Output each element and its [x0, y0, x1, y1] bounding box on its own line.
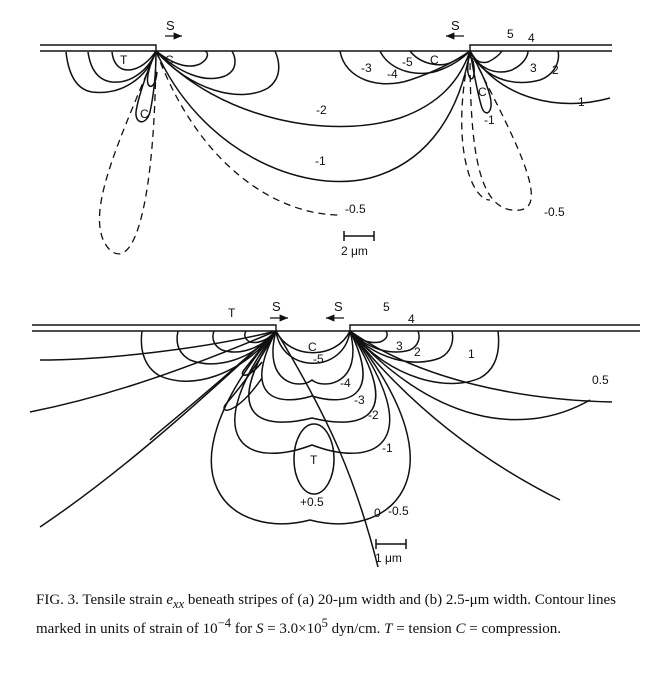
contour-label: -2	[368, 408, 379, 422]
caption-var: C	[455, 621, 466, 637]
contour-label: -0.5	[345, 202, 366, 216]
contour-label: 0	[374, 506, 381, 520]
surface-line-a	[40, 44, 612, 52]
panel-a: S S	[40, 18, 612, 258]
caption-text: beneath stripes of (a) 20-μm width and (…	[36, 592, 616, 637]
surface-line-b	[32, 324, 640, 332]
caption-var: e	[166, 592, 174, 608]
contour-label: 5	[383, 300, 390, 314]
contour-label: 5	[507, 27, 514, 41]
contour-label: -4	[387, 67, 398, 81]
caption-fig-number: FIG. 3.	[36, 592, 79, 608]
contour-label: +0.5	[300, 495, 324, 509]
compression-label: C	[165, 53, 174, 67]
figure-3: S S	[29, 18, 640, 568]
caption-text: = tension	[392, 621, 456, 637]
contour-label: 4	[528, 31, 535, 45]
contours-right-edge-a	[339, 50, 611, 114]
contour-label: 1	[578, 95, 585, 109]
contour-label: 4	[408, 312, 415, 326]
contour-label: 3	[530, 61, 537, 75]
caption-exponent: 5	[321, 616, 328, 630]
caption-exponent: −4	[217, 616, 231, 630]
caption-text: = compression.	[465, 621, 562, 637]
figure-caption: FIG. 3. Tensile strain exx beneath strip…	[36, 591, 648, 639]
stress-label: S	[451, 18, 460, 33]
contour-label: 1	[468, 347, 475, 361]
caption-var: S	[255, 621, 264, 637]
stress-label: S	[334, 299, 343, 314]
contour-label: 2	[414, 345, 421, 359]
compression-label: C	[140, 107, 149, 121]
contour-m05-right-lobe	[469, 50, 532, 211]
contour-label: -1	[382, 441, 393, 455]
contour-label: 3	[396, 339, 403, 353]
panel-b: S S	[29, 299, 640, 568]
contour-label: -3	[354, 393, 365, 407]
contour-label: 0.5	[592, 373, 609, 387]
compression-label: C	[308, 340, 317, 354]
contour-label: -5	[313, 352, 324, 366]
compression-label: C	[478, 85, 487, 99]
caption-text: dyn/cm.	[327, 621, 385, 637]
caption-text: for	[230, 621, 256, 637]
contour-label: -3	[361, 61, 372, 75]
contour-label: 2	[552, 63, 559, 77]
tension-label: T	[228, 306, 236, 320]
caption-var: T	[384, 621, 393, 637]
contour-m05-right-a	[461, 50, 491, 201]
scale-label: 2 μm	[341, 244, 368, 258]
contour-label: -0.5	[544, 205, 565, 219]
contours-b	[29, 330, 613, 568]
contour-label: -5	[402, 55, 413, 69]
scale-bar-a: 2 μm	[341, 231, 375, 258]
scale-bar-b: 1 μm	[375, 539, 407, 565]
contour-label: -1	[484, 113, 495, 127]
caption-text: Tensile strain	[78, 592, 167, 608]
caption-subscript: xx	[173, 597, 185, 611]
stress-label: S	[166, 18, 175, 33]
contour-label: -4	[340, 376, 351, 390]
caption-text: = 3.0×10	[263, 621, 322, 637]
contour-m05-left-lobe	[98, 50, 157, 255]
tension-label: T	[120, 53, 128, 67]
contour-m2-a	[155, 50, 471, 128]
tension-label: T	[310, 453, 318, 467]
contour-label: -0.5	[388, 504, 409, 518]
compression-label: C	[430, 53, 439, 67]
contour-m1-a	[155, 50, 471, 183]
scale-label: 1 μm	[375, 551, 402, 565]
contour-label: -1	[315, 154, 326, 168]
contour-label: -2	[316, 103, 327, 117]
stress-label: S	[272, 299, 281, 314]
